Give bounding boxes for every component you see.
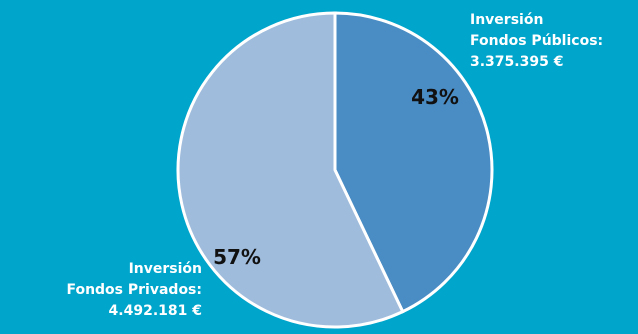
label-privados-line-3: 4.492.181 € bbox=[108, 303, 202, 319]
label-publicos-line-3: 3.375.395 € bbox=[470, 54, 564, 70]
slice-label-privados: Inversión Fondos Privados: 4.492.181 € bbox=[66, 259, 202, 322]
pct-label-publicos: 43% bbox=[411, 85, 459, 109]
pie-slice-privados bbox=[176, 11, 405, 329]
label-publicos-line-1: Inversión bbox=[470, 12, 544, 28]
label-privados-line-1: Inversión bbox=[128, 261, 202, 277]
label-publicos-line-2: Fondos Públicos: bbox=[470, 33, 604, 49]
pct-label-privados: 57% bbox=[213, 245, 261, 269]
slice-label-publicos: Inversión Fondos Públicos: 3.375.395 € bbox=[470, 10, 603, 73]
pie-slice-publicos bbox=[333, 11, 494, 314]
label-privados-line-2: Fondos Privados: bbox=[66, 282, 202, 298]
